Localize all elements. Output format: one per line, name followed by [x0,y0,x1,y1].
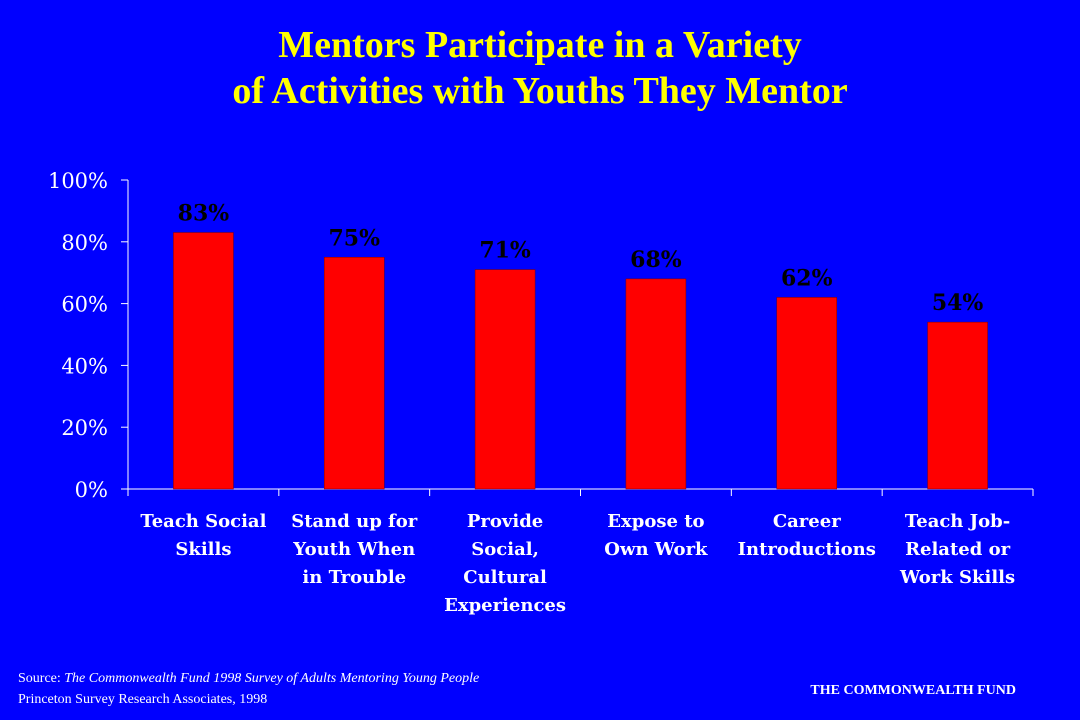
category-label-line: Own Work [604,539,708,560]
bar [776,297,837,490]
data-label: 75% [328,225,380,251]
source-note: Source: The Commonwealth Fund 1998 Surve… [18,668,479,710]
bar [173,232,234,490]
y-tick-label: 40% [61,354,108,378]
category-label-line: Introductions [738,539,876,560]
bar [324,257,385,490]
category-label-line: Provide [467,511,543,532]
data-label: 71% [479,238,531,264]
bar [927,321,988,490]
category-label-line: Youth When [292,539,415,560]
organization-name: THE COMMONWEALTH FUND [810,683,1016,698]
data-label: 54% [932,290,984,316]
category-label: Career Introductions [738,511,876,560]
source-title: The Commonwealth Fund 1998 Survey of Adu… [64,671,480,686]
category-label-line: Social, [471,539,539,560]
chart-title: Mentors Participate in a Variety of Acti… [0,22,1080,114]
category-label-line: Cultural [463,567,547,588]
y-tick-label: 60% [61,293,108,317]
category-label-line: Experiences [444,595,566,616]
category-label: Provide Social, Cultural Experiences [444,511,566,616]
y-tick-label: 100% [48,169,108,193]
category-label-line: Stand up for [291,511,418,532]
y-tick-label: 20% [61,416,108,440]
source-line-2: Princeton Survey Research Associates, 19… [18,692,268,707]
category-label-line: Career [773,511,841,532]
category-label-line: Teach Social [140,511,266,532]
y-tick-label: 0% [75,478,108,502]
category-label-line: Expose to [607,511,704,532]
chart-title-line-2: of Activities with Youths They Mentor [232,70,848,112]
category-label: Teach Social Skills [140,511,266,560]
category-label-line: Skills [175,539,231,560]
category-label-line: Related or [905,539,1011,560]
data-label: 68% [630,247,682,273]
category-label-line: Work Skills [899,567,1015,588]
category-label-line: Teach Job- [905,511,1010,532]
data-label: 83% [178,201,230,227]
bar [625,278,687,490]
category-label: Stand up for Youth When in Trouble [291,511,418,588]
chart-title-line-1: Mentors Participate in a Variety [278,24,802,66]
y-tick-label: 80% [61,231,108,255]
category-label-line: in Trouble [302,567,406,588]
category-label: Expose to Own Work [604,511,708,560]
category-label: Teach Job- Related or Work Skills [899,511,1015,588]
bar [474,269,536,490]
data-label: 62% [781,265,833,291]
source-prefix: Source: [18,671,65,686]
